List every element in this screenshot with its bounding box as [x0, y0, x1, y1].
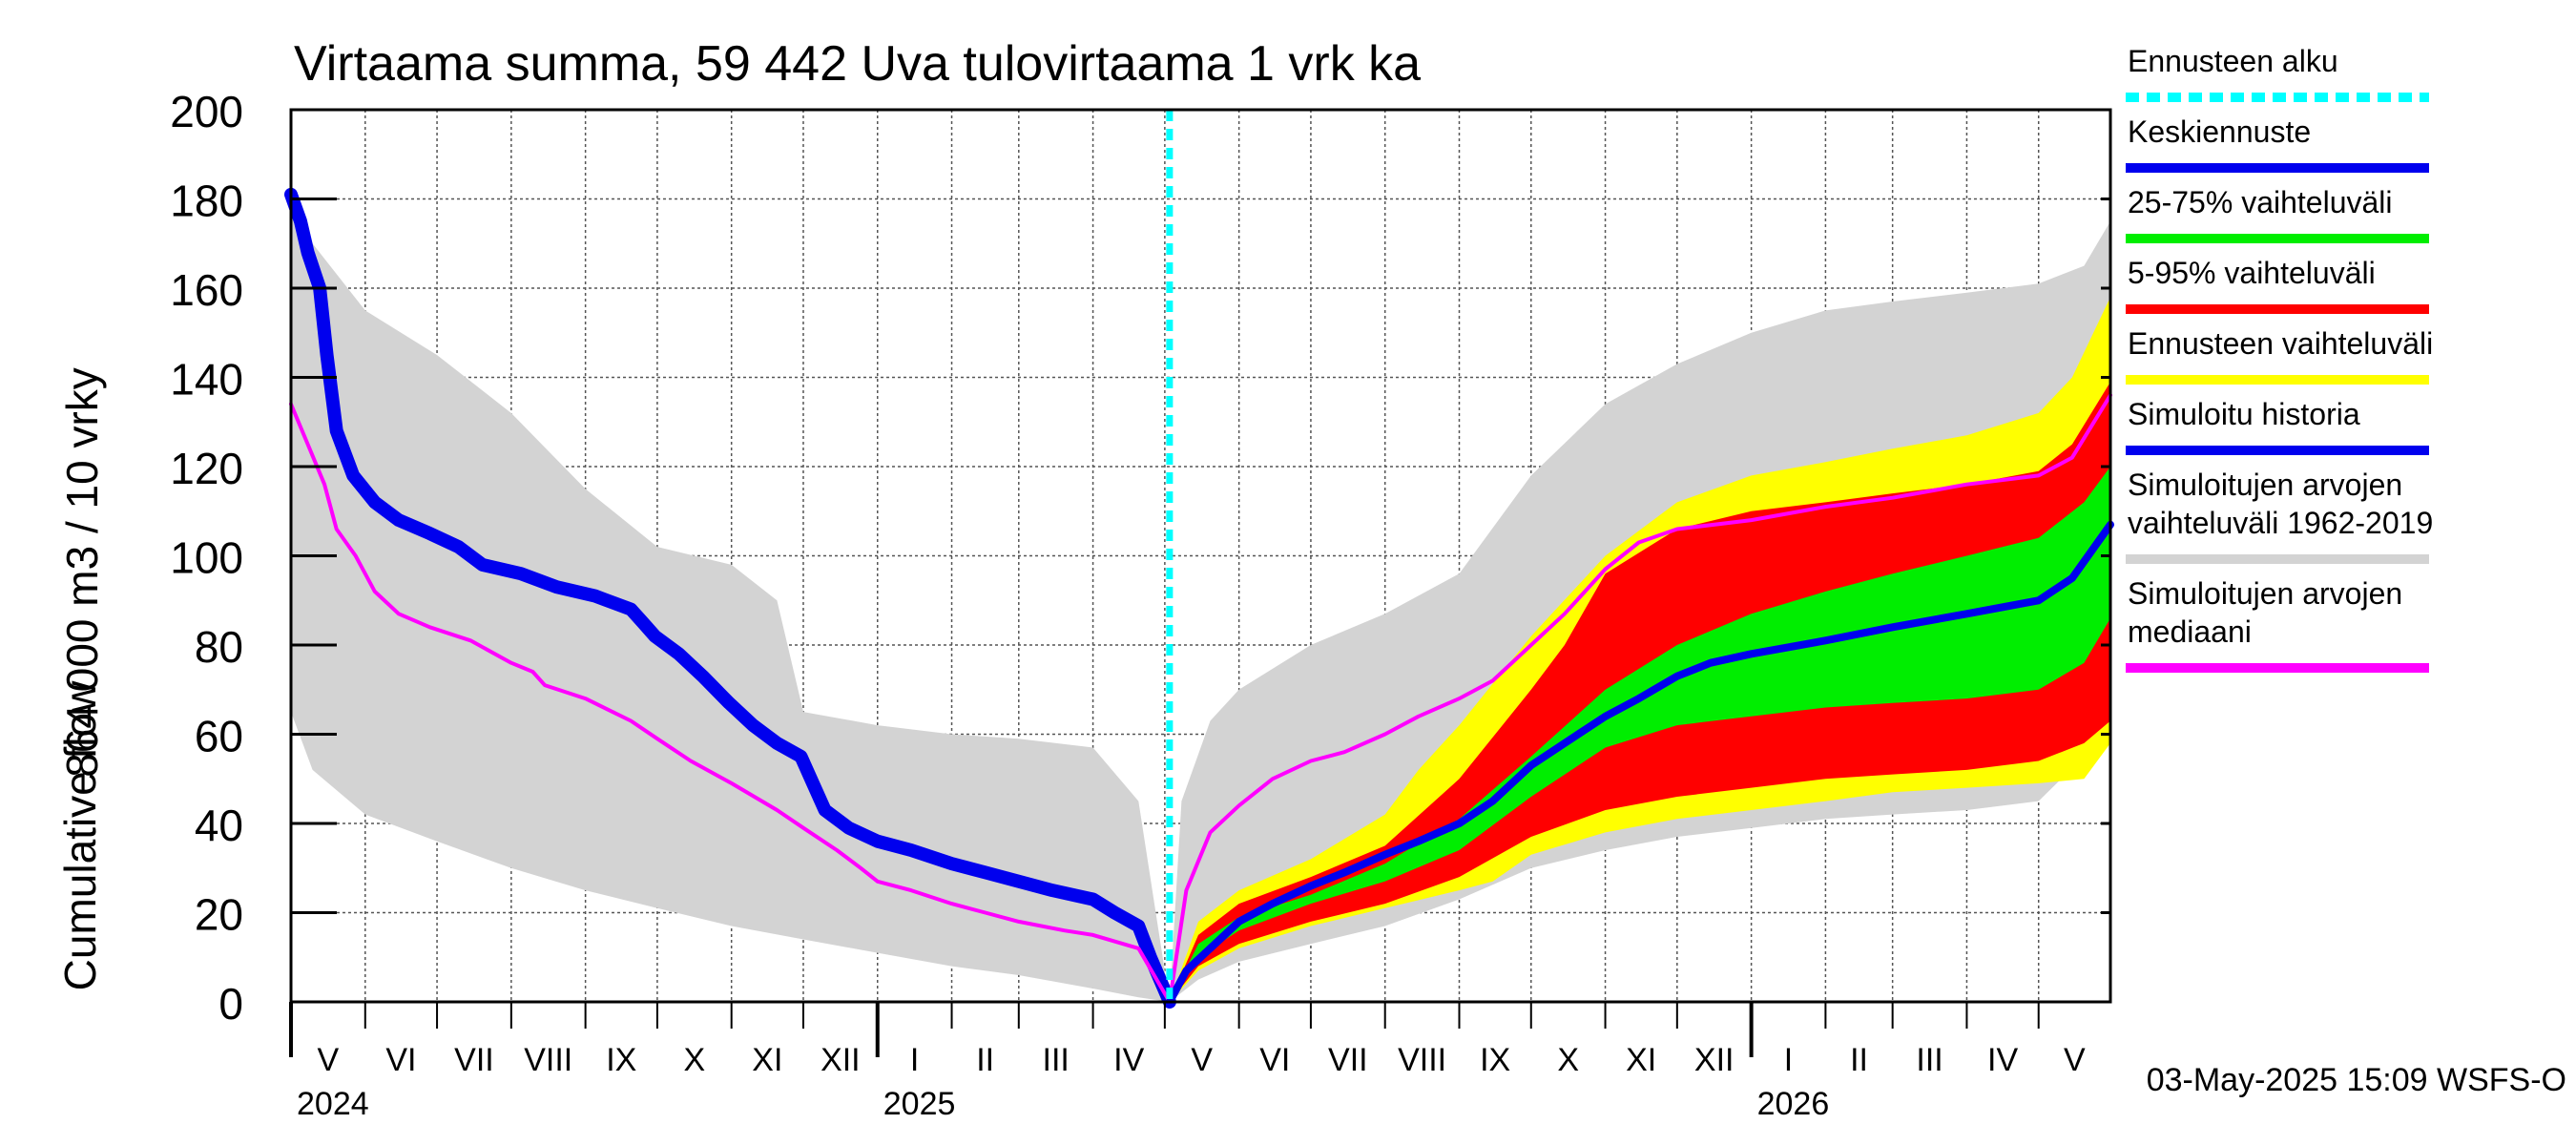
legend-label: Simuloitu historia: [2128, 397, 2360, 431]
y-tick-label: 180: [170, 177, 243, 226]
y-tick-label: 60: [195, 712, 243, 761]
x-month-label: IV: [1113, 1042, 1144, 1078]
x-month-label: IX: [1480, 1042, 1510, 1078]
x-month-label: XII: [821, 1042, 861, 1078]
legend-label: Ennusteen vaihteluväli: [2128, 326, 2433, 361]
x-year-label: 2025: [883, 1086, 956, 1122]
y-tick-label: 140: [170, 355, 243, 405]
legend-label: 25-75% vaihteluväli: [2128, 185, 2393, 219]
x-month-label: IX: [606, 1042, 636, 1078]
legend: Ennusteen alku Keskiennuste 25-75% vaihtel…: [2126, 44, 2433, 673]
y-tick-label: 120: [170, 444, 243, 493]
y-tick-label: 100: [170, 533, 243, 583]
legend-label: vaihteluväli 1962-2019: [2128, 506, 2433, 540]
x-month-label: I: [1784, 1042, 1793, 1078]
legend-label: 5-95% vaihteluväli: [2128, 256, 2376, 290]
y-tick-label: 200: [170, 87, 243, 136]
legend-label: Keskiennuste: [2128, 114, 2311, 149]
x-month-label: XI: [752, 1042, 782, 1078]
legend-label: Simuloitujen arvojen: [2128, 468, 2402, 502]
x-month-label: VIII: [524, 1042, 572, 1078]
x-month-label: X: [1557, 1042, 1579, 1078]
x-month-label: III: [1916, 1042, 1942, 1078]
y-axis-label-cumulative: Cumulative flow: [55, 680, 105, 990]
y-tick-label: 20: [195, 890, 243, 940]
series-simuloitu-historia: [284, 187, 1176, 1009]
x-month-label: I: [910, 1042, 919, 1078]
x-month-label: II: [976, 1042, 994, 1078]
x-year-label: 2024: [297, 1086, 369, 1122]
legend-label: Ennusteen alku: [2128, 44, 2338, 78]
y-tick-label: 160: [170, 265, 243, 315]
y-axis-label-units: 864 000 m3 / 10 vrky: [57, 367, 107, 778]
x-month-label: XII: [1694, 1042, 1735, 1078]
series-simuloitujen-arvojen-mediaani: [289, 393, 2112, 1004]
series-keskiennuste: [1165, 520, 2114, 1006]
x-month-label: II: [1850, 1042, 1868, 1078]
x-month-label: V: [1191, 1042, 1213, 1078]
x-month-label: X: [683, 1042, 705, 1078]
y-tick-label: 80: [195, 622, 243, 672]
legend-label: Simuloitujen arvojen: [2128, 576, 2402, 611]
x-month-label: VII: [454, 1042, 494, 1078]
x-month-label: IV: [1987, 1042, 2018, 1078]
y-tick-label: 0: [218, 979, 243, 1029]
legend-label: mediaani: [2128, 614, 2252, 649]
x-month-label: III: [1043, 1042, 1070, 1078]
x-year-label: 2026: [1757, 1086, 1830, 1122]
x-month-label: VI: [1259, 1042, 1290, 1078]
x-month-label: XI: [1626, 1042, 1656, 1078]
x-month-label: V: [318, 1042, 340, 1078]
band-25-75-vaihteluv-li: [1169, 467, 2110, 1002]
x-month-label: VIII: [1398, 1042, 1446, 1078]
chart-title: Virtaama summa, 59 442 Uva tulovirtaama …: [294, 36, 1421, 92]
x-month-label: VII: [1328, 1042, 1368, 1078]
timestamp-footer: 03-May-2025 15:09 WSFS-O: [2147, 1062, 2566, 1098]
y-tick-label: 40: [195, 801, 243, 850]
x-month-label: VI: [385, 1042, 416, 1078]
x-month-label: V: [2064, 1042, 2086, 1078]
